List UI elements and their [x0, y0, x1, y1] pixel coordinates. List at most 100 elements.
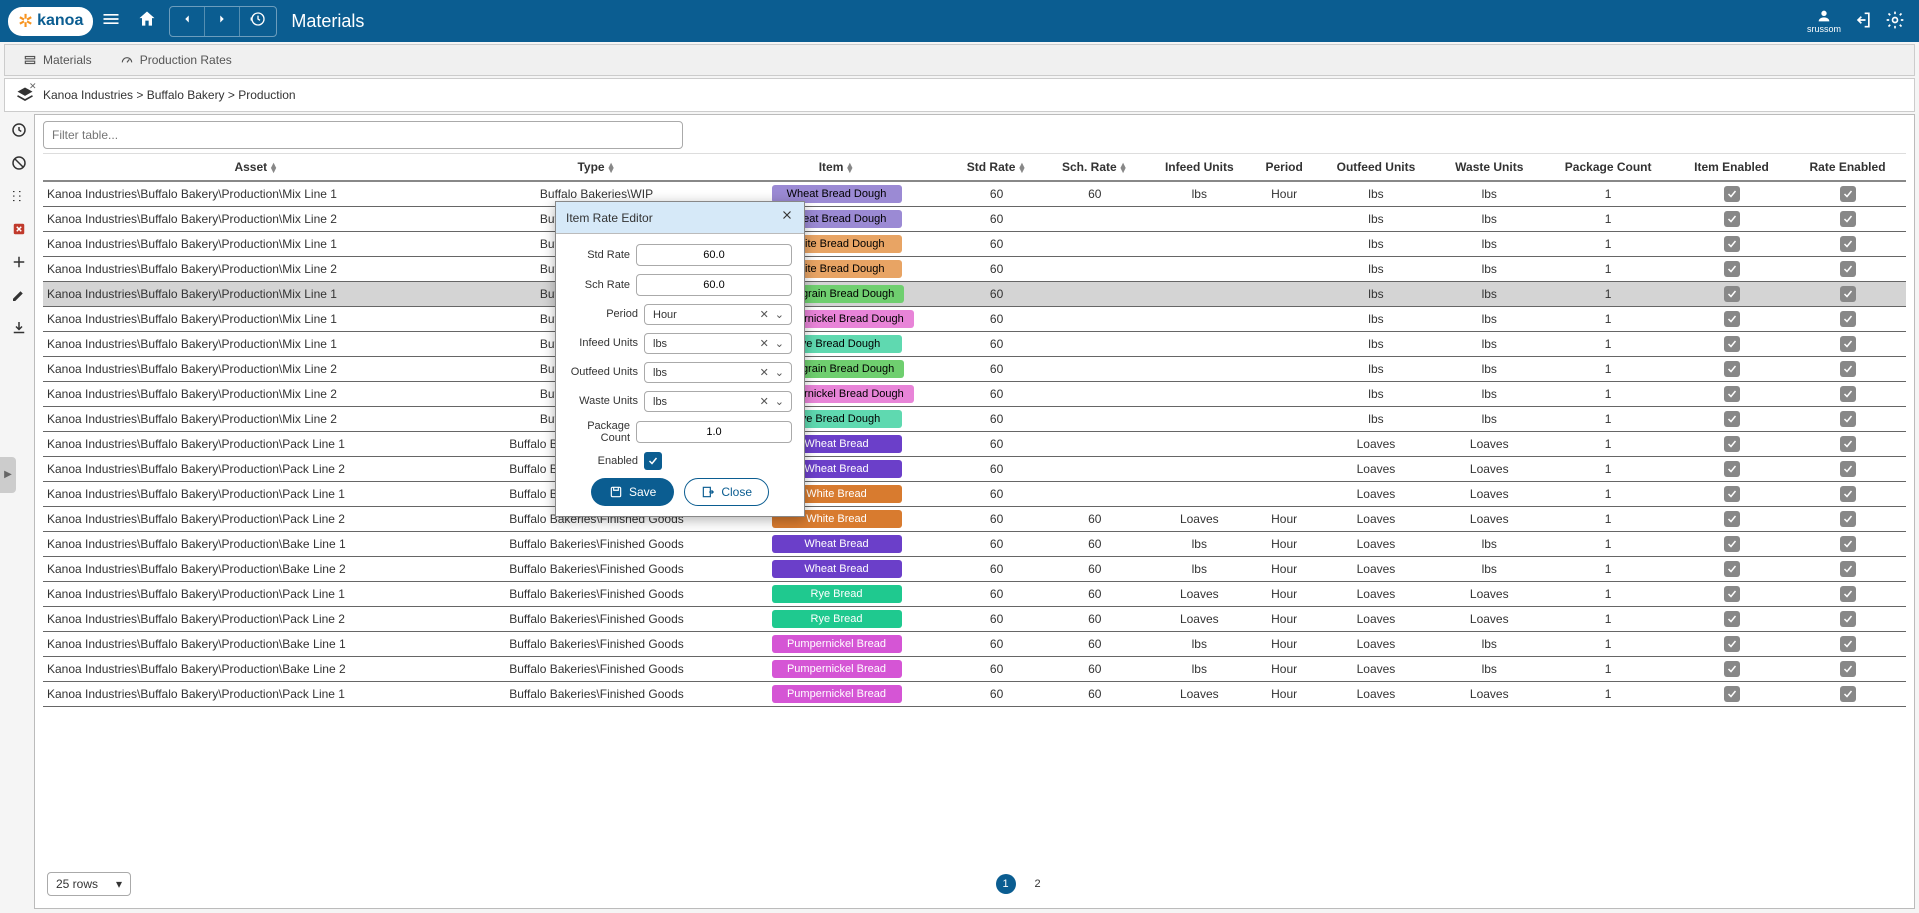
clear-icon[interactable]: ✕: [757, 337, 772, 350]
cell: [1789, 432, 1906, 457]
period-select[interactable]: Hour✕⌄: [644, 304, 792, 325]
cell: 60: [950, 232, 1044, 257]
table-row[interactable]: Kanoa Industries\Buffalo Bakery\Producti…: [43, 181, 1906, 207]
chevron-down-icon[interactable]: ⌄: [772, 337, 787, 350]
col-rate-enabled[interactable]: Rate Enabled: [1789, 154, 1906, 181]
tab-label: Production Rates: [140, 53, 232, 67]
table-row[interactable]: Kanoa Industries\Buffalo Bakery\Producti…: [43, 582, 1906, 607]
nav-history-button[interactable]: [239, 7, 276, 36]
home-button[interactable]: [131, 5, 163, 38]
chevron-down-icon[interactable]: ⌄: [772, 308, 787, 321]
table-row[interactable]: Kanoa Industries\Buffalo Bakery\Producti…: [43, 382, 1906, 407]
enabled-checkbox[interactable]: [644, 452, 662, 470]
cell: 1: [1542, 682, 1674, 707]
table-row[interactable]: Kanoa Industries\Buffalo Bakery\Producti…: [43, 557, 1906, 582]
tool-add[interactable]: [4, 250, 34, 277]
clear-icon[interactable]: ✕: [757, 366, 772, 379]
app-header: ✲ kanoa Materials srussom: [0, 0, 1919, 42]
col-std-rate[interactable]: Std Rate▲▼: [950, 154, 1044, 181]
tab-production-rates[interactable]: Production Rates: [106, 47, 246, 73]
col-type[interactable]: Type▲▼: [470, 154, 724, 181]
cell: Kanoa Industries\Buffalo Bakery\Producti…: [43, 332, 470, 357]
col-asset[interactable]: Asset▲▼: [43, 154, 470, 181]
cell: Loaves: [1316, 482, 1437, 507]
check-icon: [1726, 288, 1738, 300]
col-item[interactable]: Item▲▼: [723, 154, 949, 181]
table-wrap[interactable]: Asset▲▼Type▲▼Item▲▼Std Rate▲▼Sch. Rate▲▼…: [43, 153, 1906, 866]
nav-forward-button[interactable]: [204, 7, 239, 36]
col-period[interactable]: Period: [1253, 154, 1316, 181]
table-row[interactable]: Kanoa Industries\Buffalo Bakery\Producti…: [43, 607, 1906, 632]
tool-export[interactable]: [4, 316, 34, 343]
table-row[interactable]: Kanoa Industries\Buffalo Bakery\Producti…: [43, 332, 1906, 357]
save-button[interactable]: Save: [591, 478, 674, 506]
check-icon: [1842, 513, 1854, 525]
menu-button[interactable]: [95, 5, 127, 38]
table-row[interactable]: Kanoa Industries\Buffalo Bakery\Producti…: [43, 232, 1906, 257]
pkg-input[interactable]: [636, 421, 792, 443]
cell: [1674, 357, 1789, 382]
rows-per-page-select[interactable]: 25 rows ▾: [47, 872, 131, 896]
sch-rate-input[interactable]: [636, 274, 792, 296]
table-row[interactable]: Kanoa Industries\Buffalo Bakery\Producti…: [43, 457, 1906, 482]
cell: [1674, 232, 1789, 257]
page-2[interactable]: 2: [1028, 874, 1048, 894]
breadcrumb-clear[interactable]: ✕: [29, 81, 37, 92]
logout-button[interactable]: [1847, 6, 1879, 37]
chevron-down-icon[interactable]: ⌄: [772, 366, 787, 379]
cell: Kanoa Industries\Buffalo Bakery\Producti…: [43, 181, 470, 207]
history-icon: [250, 11, 266, 27]
cell: lbs: [1436, 207, 1542, 232]
table-row[interactable]: Kanoa Industries\Buffalo Bakery\Producti…: [43, 407, 1906, 432]
table-row[interactable]: Kanoa Industries\Buffalo Bakery\Producti…: [43, 357, 1906, 382]
col-infeed-units[interactable]: Infeed Units: [1146, 154, 1253, 181]
tool-disable[interactable]: [4, 151, 34, 178]
cell: Kanoa Industries\Buffalo Bakery\Producti…: [43, 682, 470, 707]
save-icon: [609, 485, 623, 499]
tab-materials[interactable]: Materials: [9, 47, 106, 73]
table-row[interactable]: Kanoa Industries\Buffalo Bakery\Producti…: [43, 682, 1906, 707]
tool-edit[interactable]: [4, 283, 34, 310]
cell: [1044, 232, 1146, 257]
pencil-icon: [10, 286, 28, 304]
filter-input[interactable]: [43, 121, 683, 149]
table-row[interactable]: Kanoa Industries\Buffalo Bakery\Producti…: [43, 257, 1906, 282]
drawer-handle[interactable]: ▶: [0, 457, 16, 493]
waste-select[interactable]: lbs✕⌄: [644, 391, 792, 412]
cell: Pumpernickel Bread: [723, 632, 949, 657]
page-1[interactable]: 1: [996, 874, 1016, 894]
chevron-down-icon[interactable]: ⌄: [772, 395, 787, 408]
tool-delete[interactable]: [4, 217, 34, 244]
col-outfeed-units[interactable]: Outfeed Units: [1316, 154, 1437, 181]
tool-clear-filter[interactable]: [4, 184, 34, 211]
clear-icon[interactable]: ✕: [757, 308, 772, 321]
tool-refresh[interactable]: [4, 118, 34, 145]
nav-back-button[interactable]: [170, 7, 204, 36]
table-row[interactable]: Kanoa Industries\Buffalo Bakery\Producti…: [43, 632, 1906, 657]
cell: [1146, 257, 1253, 282]
table-row[interactable]: Kanoa Industries\Buffalo Bakery\Producti…: [43, 657, 1906, 682]
table-row[interactable]: Kanoa Industries\Buffalo Bakery\Producti…: [43, 282, 1906, 307]
table-row[interactable]: Kanoa Industries\Buffalo Bakery\Producti…: [43, 532, 1906, 557]
table-row[interactable]: Kanoa Industries\Buffalo Bakery\Producti…: [43, 482, 1906, 507]
settings-button[interactable]: [1879, 6, 1911, 37]
table-row[interactable]: Kanoa Industries\Buffalo Bakery\Producti…: [43, 432, 1906, 457]
col-sch-rate[interactable]: Sch. Rate▲▼: [1044, 154, 1146, 181]
infeed-select[interactable]: lbs✕⌄: [644, 333, 792, 354]
table-row[interactable]: Kanoa Industries\Buffalo Bakery\Producti…: [43, 507, 1906, 532]
table-row[interactable]: Kanoa Industries\Buffalo Bakery\Producti…: [43, 307, 1906, 332]
cell: [1253, 257, 1316, 282]
col-waste-units[interactable]: Waste Units: [1436, 154, 1542, 181]
plus-icon: [10, 253, 28, 271]
col-item-enabled[interactable]: Item Enabled: [1674, 154, 1789, 181]
cell: [1253, 282, 1316, 307]
col-package-count[interactable]: Package Count: [1542, 154, 1674, 181]
modal-close-button[interactable]: [780, 208, 794, 227]
sort-icon: ▲▼: [1017, 163, 1026, 173]
table-row[interactable]: Kanoa Industries\Buffalo Bakery\Producti…: [43, 207, 1906, 232]
clear-icon[interactable]: ✕: [757, 395, 772, 408]
std-rate-input[interactable]: [636, 244, 792, 266]
user-badge[interactable]: srussom: [1807, 8, 1841, 34]
outfeed-select[interactable]: lbs✕⌄: [644, 362, 792, 383]
close-button[interactable]: Close: [684, 478, 769, 506]
